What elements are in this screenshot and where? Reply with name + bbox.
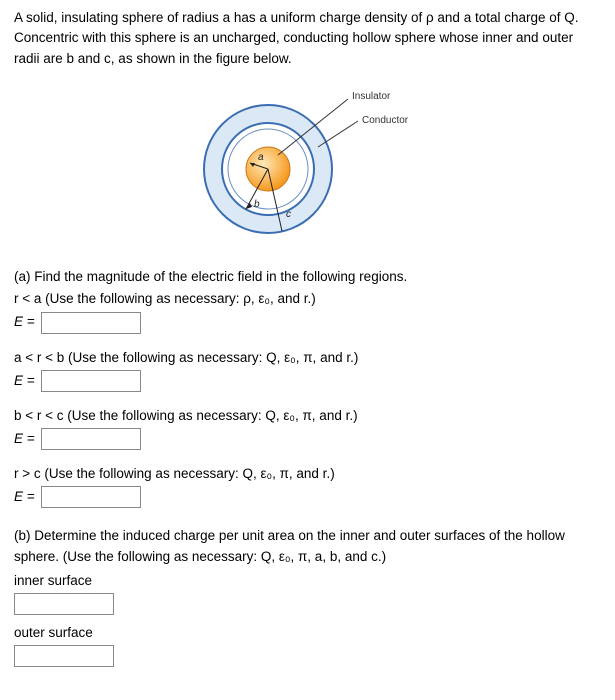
sphere-figure: a b c Insulator Conductor	[158, 77, 458, 247]
region-2-lhs: E =	[14, 371, 35, 391]
outer-surface-label: outer surface	[14, 623, 601, 643]
region-1-input[interactable]	[41, 312, 141, 334]
region-1-answer: E =	[14, 312, 601, 334]
figure-container: a b c Insulator Conductor	[14, 77, 601, 253]
region-4-lhs: E =	[14, 487, 35, 507]
svg-text:b: b	[254, 199, 260, 210]
svg-text:c: c	[286, 209, 291, 220]
region-3-input[interactable]	[41, 428, 141, 450]
part-b-heading: (b) Determine the induced charge per uni…	[14, 526, 601, 567]
outer-surface-answer	[14, 645, 601, 667]
svg-text:a: a	[258, 152, 264, 163]
region-3-cond: b < r < c (Use the following as necessar…	[14, 406, 601, 426]
region-4-answer: E =	[14, 486, 601, 508]
region-1-lhs: E =	[14, 312, 35, 332]
region-1-cond: r < a (Use the following as necessary: ρ…	[14, 289, 601, 309]
inner-surface-answer	[14, 593, 601, 615]
part-a-heading: (a) Find the magnitude of the electric f…	[14, 267, 601, 287]
region-3-lhs: E =	[14, 429, 35, 449]
inner-surface-label: inner surface	[14, 571, 601, 591]
insulator-label: Insulator	[352, 91, 391, 102]
inner-surface-input[interactable]	[14, 593, 114, 615]
problem-intro: A solid, insulating sphere of radius a h…	[14, 8, 601, 69]
region-2-answer: E =	[14, 370, 601, 392]
conductor-label: Conductor	[362, 115, 409, 126]
region-3-answer: E =	[14, 428, 601, 450]
region-4-cond: r > c (Use the following as necessary: Q…	[14, 464, 601, 484]
region-2-cond: a < r < b (Use the following as necessar…	[14, 348, 601, 368]
region-4-input[interactable]	[41, 486, 141, 508]
region-2-input[interactable]	[41, 370, 141, 392]
outer-surface-input[interactable]	[14, 645, 114, 667]
